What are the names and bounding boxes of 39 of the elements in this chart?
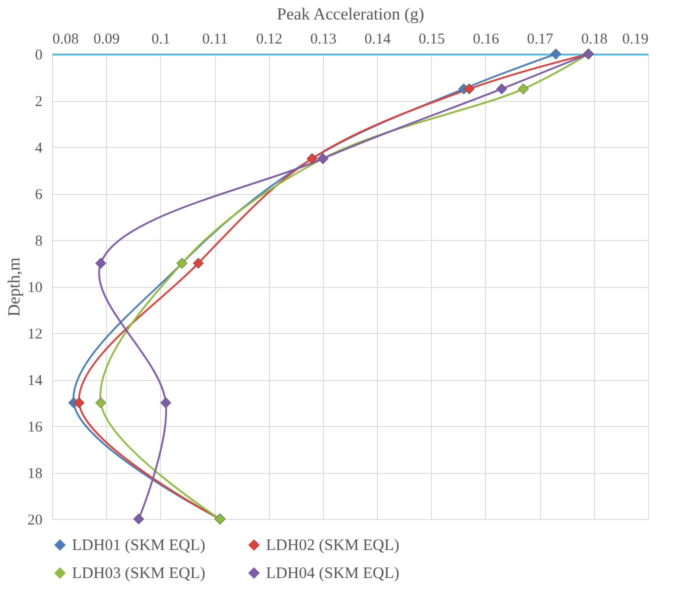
y-tick-label: 16 <box>28 420 43 436</box>
y-tick-label: 0 <box>35 48 42 64</box>
legend-label: LDH02 (SKM EQL) <box>266 537 400 554</box>
point <box>95 397 106 408</box>
y-tick-label: 14 <box>28 373 43 389</box>
y-axis-title: Depth,m <box>4 257 24 317</box>
y-tick-label: 10 <box>28 280 42 296</box>
y-tick-label: 8 <box>35 234 42 250</box>
x-axis-title: Peak Acceleration (g) <box>276 4 424 24</box>
x-tick-label: 0.08 <box>52 32 79 48</box>
y-tick-label: 12 <box>28 326 42 342</box>
x-tick-label: 0.13 <box>310 32 337 48</box>
x-tick-label: 0.16 <box>472 32 500 48</box>
point <box>496 83 508 94</box>
x-tick-label: 0.12 <box>256 32 282 48</box>
point <box>74 397 85 408</box>
x-tick-label: 0.18 <box>581 32 608 48</box>
point <box>95 258 106 269</box>
legend-label: LDH04 (SKM EQL) <box>266 565 400 582</box>
y-tick-label: 6 <box>35 187 43 203</box>
y-tick-label: 2 <box>35 94 42 110</box>
x-tick-label: 0.11 <box>202 32 228 48</box>
point <box>192 258 204 269</box>
x-tick-label: 0.15 <box>418 32 445 48</box>
y-tick-label: 20 <box>28 512 42 528</box>
point <box>464 83 475 94</box>
x-tick-label: 0.19 <box>622 32 648 48</box>
x-tick-label: 0.1 <box>151 32 170 48</box>
x-tick-label: 0.17 <box>527 32 554 48</box>
point <box>133 514 144 524</box>
legend-label: LDH01 (SKM EQL) <box>72 537 206 554</box>
legend-label: LDH03 (SKM EQL) <box>72 565 206 582</box>
y-tick-label: 18 <box>28 466 42 482</box>
y-tick-label: 4 <box>35 140 43 156</box>
point <box>160 397 172 408</box>
x-tick-label: 0.14 <box>364 32 392 48</box>
point <box>550 48 562 60</box>
point <box>518 83 529 94</box>
x-tick-label: 0.09 <box>94 32 120 48</box>
